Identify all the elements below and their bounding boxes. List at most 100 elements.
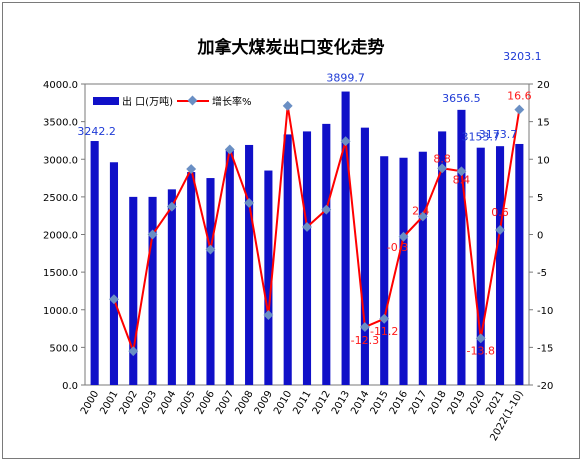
growth-marker-2013 (340, 136, 351, 147)
x-tick-label: 2005 (176, 389, 198, 417)
x-tick-label: 2013 (330, 389, 352, 417)
x-tick-label: 2015 (369, 389, 391, 417)
growth-value-label: 16.6 (507, 90, 532, 103)
right-tick-label: -5 (537, 268, 547, 279)
growth-marker-2020 (475, 333, 486, 344)
left-tick-label: 4000.0 (43, 80, 78, 91)
legend-line-label: 增长率% (212, 95, 252, 108)
x-tick-label: 2014 (349, 389, 371, 417)
bar-value-label: 3656.5 (442, 92, 481, 105)
legend-line-marker (187, 95, 198, 106)
right-tick-label: 15 (537, 118, 550, 129)
right-tick-label: 0 (537, 231, 543, 242)
bar-2021 (495, 146, 505, 385)
bar-2000 (90, 141, 99, 385)
growth-marker-2017 (417, 211, 428, 222)
x-tick-label: 2000 (79, 389, 101, 417)
growth-marker-2011 (302, 222, 312, 232)
left-tick-label: 3500.0 (43, 118, 78, 129)
growth-marker-2005 (186, 164, 197, 174)
legend-bar-label: 出 口(万吨) (122, 95, 173, 108)
left-tick-label: 500.0 (49, 343, 78, 354)
growth-marker-2010 (282, 100, 293, 111)
bar-2009 (264, 170, 273, 385)
growth-marker-2012 (321, 204, 332, 215)
x-tick-label: 2002 (118, 389, 140, 417)
right-tick-label: 5 (537, 193, 543, 204)
growth-marker-2007 (224, 144, 235, 155)
x-tick-label: 2012 (311, 389, 333, 417)
x-tick-label: 2001 (98, 389, 120, 417)
bar-2016 (399, 157, 408, 385)
growth-value-label: 8.8 (433, 152, 451, 165)
bar-2015 (380, 156, 389, 385)
chart-title: 加拿大煤炭出口变化走势 (197, 37, 385, 58)
growth-marker-2006 (205, 244, 216, 255)
growth-marker-2016 (398, 231, 409, 242)
growth-marker-2004 (166, 201, 177, 212)
x-tick-label: 2009 (253, 389, 275, 417)
right-tick-label: -20 (537, 381, 553, 392)
growth-line (113, 105, 521, 356)
x-tick-label: 2008 (233, 389, 255, 417)
growth-marker-2015 (379, 313, 390, 324)
x-tick-label: 2018 (426, 389, 448, 417)
bar-2014 (360, 127, 369, 386)
bar-value-label: 3153.7 (461, 131, 500, 144)
bar-2017 (418, 151, 427, 385)
right-axis: -20 -15 -10 -5 0 5 10 15 20 (529, 80, 553, 392)
right-tick-label: 20 (537, 80, 550, 91)
x-tick-label: 2019 (446, 389, 468, 417)
bar-2011 (302, 131, 312, 385)
left-tick-label: 1000.0 (43, 306, 78, 317)
bar-value-label: 3242.2 (77, 125, 116, 138)
chart-svg: 加拿大煤炭出口变化走势 0.0 500.0 1000.0 1500.0 2000.0 25… (43, 37, 553, 443)
growth-value-label: 2.4 (412, 204, 430, 217)
x-tick-label: 2020 (465, 389, 487, 417)
x-axis: 2000200120022003200420052006200720082009… (79, 389, 526, 443)
bar-value-label: 3173.7 (479, 128, 518, 141)
bar-2004 (167, 189, 176, 385)
x-tick-label: 2016 (388, 389, 410, 417)
bar-2003 (148, 196, 157, 385)
legend-bar-swatch (93, 97, 119, 105)
growth-value-label: 8.4 (453, 173, 471, 186)
right-tick-label: -10 (537, 306, 553, 317)
bar-2008 (245, 144, 254, 385)
bar-2010 (283, 134, 292, 385)
bar-2001 (109, 162, 119, 385)
left-tick-label: 0.0 (62, 381, 78, 392)
x-tick-label: 2003 (137, 389, 159, 417)
right-tick-label: -15 (537, 343, 553, 354)
growth-marker-2018 (437, 163, 448, 174)
growth-value-label: -11.2 (370, 325, 398, 338)
growth-marker-2008 (244, 197, 255, 208)
left-tick-label: 1500.0 (43, 268, 78, 279)
left-tick-label: 2000.0 (43, 231, 78, 242)
growth-marker-2021 (495, 225, 505, 235)
left-tick-label: 2500.0 (43, 193, 78, 204)
x-tick-label: 2017 (407, 389, 429, 417)
growth-value-label: -12.3 (351, 334, 379, 347)
bar-2019 (457, 109, 466, 385)
right-tick-label: 10 (537, 155, 550, 166)
bar-value-label: 3899.7 (326, 72, 365, 85)
left-tick-label: 3000.0 (43, 155, 78, 166)
growth-value-label: -13.8 (467, 344, 495, 357)
x-tick-label: 2006 (195, 389, 217, 417)
bar-series (90, 91, 524, 386)
growth-marker-2003 (147, 229, 158, 240)
bar-2007 (225, 150, 234, 385)
bar-2013 (341, 91, 350, 385)
legend: 出 口(万吨) 增长率% (93, 95, 252, 108)
bar-2018 (438, 131, 447, 385)
bar-2012 (322, 123, 331, 385)
growth-marker-2022(1-10) (514, 104, 525, 115)
bar-2005 (187, 172, 196, 385)
x-tick-label: 2011 (291, 389, 313, 417)
growth-marker-2014 (359, 322, 370, 333)
growth-marker-2009 (263, 310, 274, 320)
growth-marker-2019 (456, 166, 467, 177)
x-tick-label: 2007 (214, 389, 236, 417)
